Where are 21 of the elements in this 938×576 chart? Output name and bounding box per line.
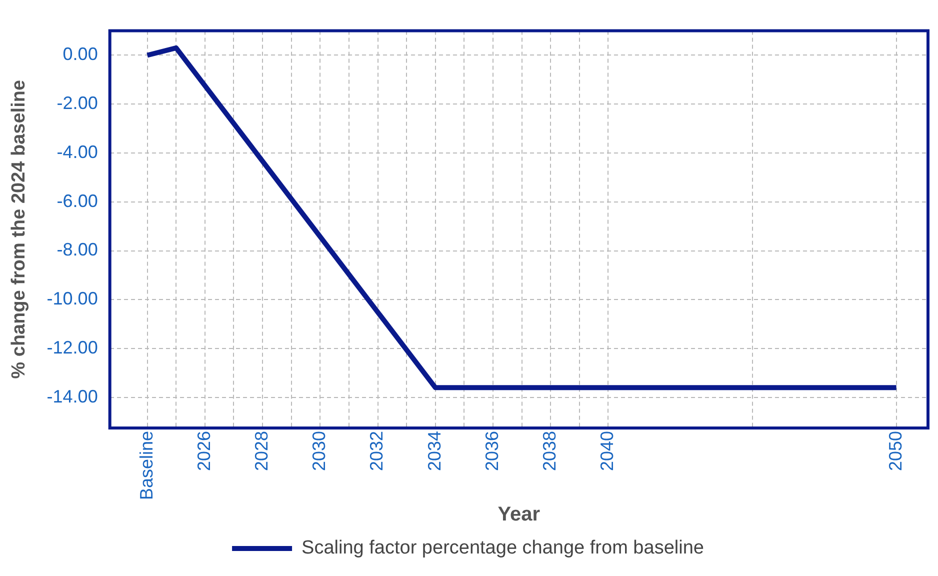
x-tick-label: 2040: [597, 430, 618, 471]
legend-label: Scaling factor percentage change from baseline: [302, 538, 704, 559]
x-tick-label: Baseline: [136, 430, 156, 500]
x-tick-label: 2026: [194, 430, 214, 471]
x-tick-label: 2030: [309, 430, 330, 471]
y-tick-label: -6.00: [56, 190, 98, 211]
x-tick-label: 2036: [482, 430, 502, 471]
x-axis-title: Year: [498, 504, 540, 526]
x-tick-label: 2050: [885, 430, 906, 471]
y-tick-label: 0.00: [62, 44, 98, 64]
y-tick-label: -4.00: [56, 142, 98, 162]
x-tick-label: 2028: [251, 430, 272, 471]
y-tick-label: -14.00: [46, 386, 98, 406]
y-axis-title: % change from the 2024 baseline: [8, 80, 30, 379]
x-tick-label: 2038: [540, 430, 560, 471]
y-tick-label: -12.00: [46, 337, 98, 358]
x-tick-label: 2032: [366, 430, 387, 471]
y-tick-label: -2.00: [56, 93, 98, 114]
y-tick-label: -10.00: [46, 288, 98, 309]
y-tick-label: -8.00: [56, 240, 98, 260]
x-tick-label: 2034: [424, 430, 444, 471]
